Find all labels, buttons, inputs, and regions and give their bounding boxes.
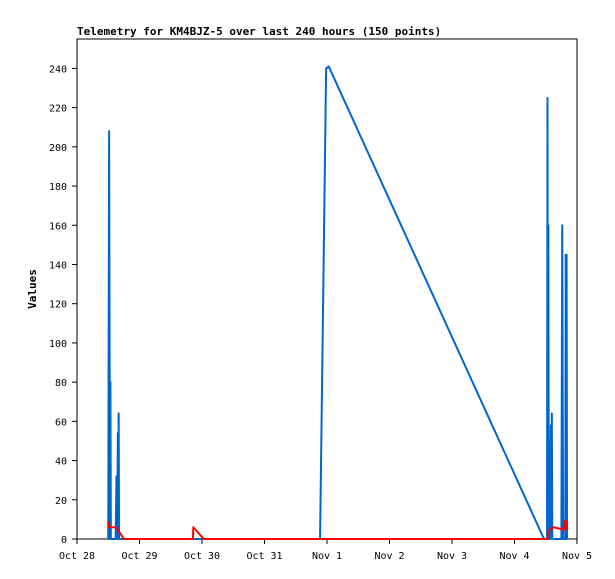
x-tick-label: Nov 5 [562, 551, 592, 562]
x-axis: Oct 28 Oct 29 Oct 30 Oct 31 Nov 1 Nov 2 Nov 3 N… [59, 539, 592, 562]
y-tick-label: 20 [55, 496, 67, 507]
x-tick-label: Oct 31 [246, 551, 282, 562]
y-tick-label: 80 [55, 378, 67, 389]
y-tick-label: 60 [55, 417, 67, 428]
y-tick-label: 100 [49, 339, 67, 350]
series-line-1 [107, 65, 569, 540]
x-tick-label: Nov 4 [499, 551, 529, 562]
y-tick-label: 160 [49, 221, 67, 232]
y-axis-label: Values [26, 269, 39, 309]
plot-area [76, 38, 578, 540]
y-tick-label: 220 [49, 104, 67, 115]
y-axis: 0 20 40 60 80 100 120 140 160 180 200 220 240 [49, 64, 77, 546]
x-tick-label: Oct 29 [121, 551, 157, 562]
y-tick-label: 180 [49, 182, 67, 193]
y-tick-label: 120 [49, 300, 67, 311]
chart-title: Telemetry for KM4BJZ-5 over last 240 hou… [77, 25, 441, 38]
y-tick-label: 200 [49, 143, 67, 154]
y-tick-label: 0 [61, 535, 67, 546]
y-tick-label: 40 [55, 457, 67, 468]
x-tick-label: Oct 28 [59, 551, 95, 562]
x-tick-label: Nov 3 [437, 551, 467, 562]
y-tick-label: 240 [49, 64, 67, 75]
x-tick-label: Nov 1 [312, 551, 342, 562]
x-tick-label: Nov 2 [374, 551, 404, 562]
series-line-2 [107, 520, 569, 540]
y-tick-label: 140 [49, 260, 67, 271]
x-tick-label: Oct 30 [184, 551, 220, 562]
series-layer [107, 65, 569, 540]
